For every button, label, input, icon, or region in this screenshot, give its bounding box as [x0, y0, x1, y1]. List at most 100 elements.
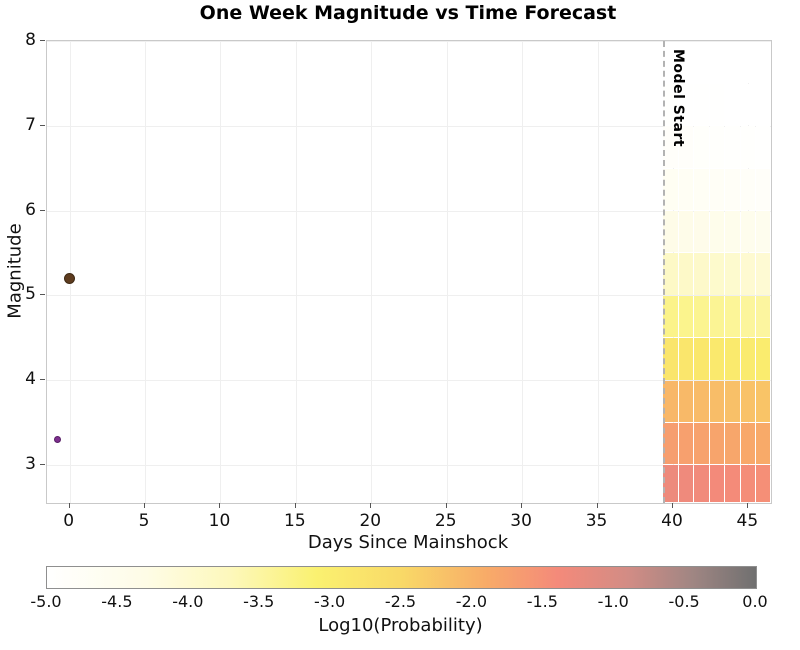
- colorbar-tick-label: -5.0: [30, 592, 62, 611]
- heatmap-cell: [663, 422, 678, 465]
- heatmap-cell: [663, 211, 678, 253]
- heatmap-cell: [740, 422, 755, 465]
- gridline-y: [47, 210, 771, 212]
- x-tick-label: 30: [510, 511, 532, 531]
- y-tick-mark: [40, 124, 45, 126]
- heatmap-cell: [725, 211, 740, 253]
- y-tick-label: 4: [25, 369, 36, 390]
- heatmap-cell: [663, 41, 678, 83]
- x-tick-mark: [596, 503, 598, 508]
- heatmap-cell: [709, 295, 725, 338]
- model-start-line: [662, 41, 665, 503]
- heatmap-cell: [725, 41, 740, 83]
- x-tick-mark: [521, 503, 523, 508]
- colorbar-tick-label: -3.5: [243, 592, 275, 611]
- heatmap-cell: [709, 168, 725, 211]
- heatmap-cell: [709, 211, 725, 253]
- gridline-y: [47, 380, 771, 382]
- heatmap-cell: [755, 168, 771, 211]
- heatmap-cell: [694, 83, 709, 126]
- x-tick-mark: [144, 503, 146, 508]
- heatmap-cell: [709, 338, 725, 380]
- heatmap-cell: [678, 465, 694, 503]
- model-start-label: Model Start: [669, 49, 686, 148]
- gridline-x: [145, 41, 147, 503]
- x-tick-label: 5: [138, 511, 150, 531]
- x-tick-label: 40: [661, 511, 683, 531]
- heatmap-cell: [740, 83, 755, 126]
- colorbar-label: Log10(Probability): [318, 615, 483, 636]
- heatmap-cell: [709, 253, 725, 295]
- heatmap-cell: [694, 253, 709, 295]
- heatmap-cell: [740, 380, 755, 422]
- x-tick-label: 25: [434, 511, 457, 531]
- heatmap-cell: [740, 126, 755, 168]
- gridline-x: [69, 41, 71, 503]
- y-tick-label: 3: [25, 453, 36, 474]
- x-tick-label: 20: [359, 511, 382, 531]
- y-tick-label: 5: [25, 284, 36, 305]
- heatmap-cell: [678, 168, 694, 211]
- heatmap-cell: [709, 83, 725, 126]
- heatmap-cell: [663, 253, 678, 295]
- heatmap-cell: [709, 41, 725, 83]
- heatmap-cell: [755, 422, 771, 465]
- gridline-x: [597, 41, 599, 503]
- x-tick-mark: [671, 503, 673, 508]
- heatmap-cell: [678, 211, 694, 253]
- heatmap-cell: [725, 253, 740, 295]
- heatmap-cell: [663, 295, 678, 338]
- heatmap-cell: [725, 380, 740, 422]
- heatmap-cell: [694, 168, 709, 211]
- gridline-x: [220, 41, 222, 503]
- x-tick-mark: [294, 503, 296, 508]
- x-tick-mark: [370, 503, 372, 508]
- colorbar-tick-label: -1.5: [526, 592, 558, 611]
- heatmap-cell: [663, 465, 678, 503]
- heatmap-cell: [725, 168, 740, 211]
- heatmap-cell: [740, 41, 755, 83]
- heatmap-cell: [678, 380, 694, 422]
- x-tick-mark: [747, 503, 749, 508]
- heatmap-cell: [740, 253, 755, 295]
- heatmap-cell: [663, 83, 678, 126]
- heatmap-cell: [694, 465, 709, 503]
- heatmap-cell: [740, 338, 755, 380]
- gridline-y: [47, 125, 771, 127]
- heatmap-cell: [678, 295, 694, 338]
- scatter-point-aftershock: [54, 435, 62, 443]
- y-tick-label: 7: [25, 114, 36, 135]
- y-tick-mark: [40, 379, 45, 381]
- heatmap-cell: [663, 380, 678, 422]
- heatmap-cell: [709, 380, 725, 422]
- colorbar-tick-label: -3.0: [313, 592, 346, 611]
- y-axis-label: Magnitude: [4, 223, 26, 319]
- heatmap-cell: [755, 380, 771, 422]
- heatmap-cell: [725, 338, 740, 380]
- colorbar-tick-label: 0.0: [742, 592, 768, 611]
- colorbar-tick-label: -4.5: [101, 592, 133, 611]
- heatmap-cell: [725, 422, 740, 465]
- y-tick-mark: [40, 294, 45, 296]
- heatmap-cell: [694, 295, 709, 338]
- y-tick-mark: [40, 40, 45, 41]
- x-tick-mark: [219, 503, 221, 508]
- colorbar: [46, 566, 757, 589]
- chart-title: One Week Magnitude vs Time Forecast: [199, 2, 617, 24]
- heatmap-cell: [755, 465, 771, 503]
- colorbar-tick-label: -0.5: [668, 592, 700, 611]
- gridline-y: [47, 295, 771, 297]
- heatmap-cell: [740, 295, 755, 338]
- heatmap-cell: [725, 126, 740, 168]
- heatmap-cell: [755, 211, 771, 253]
- heatmap-cell: [678, 83, 694, 126]
- x-tick-mark: [445, 503, 447, 508]
- heatmap-cell: [740, 465, 755, 503]
- heatmap-cell: [678, 41, 694, 83]
- y-tick-label: 6: [25, 199, 36, 220]
- heatmap-cell: [755, 253, 771, 295]
- heatmap-cell: [755, 295, 771, 338]
- colorbar-tick-label: -2.5: [384, 592, 417, 611]
- y-tick-mark: [40, 463, 45, 465]
- gridline-x: [522, 41, 524, 503]
